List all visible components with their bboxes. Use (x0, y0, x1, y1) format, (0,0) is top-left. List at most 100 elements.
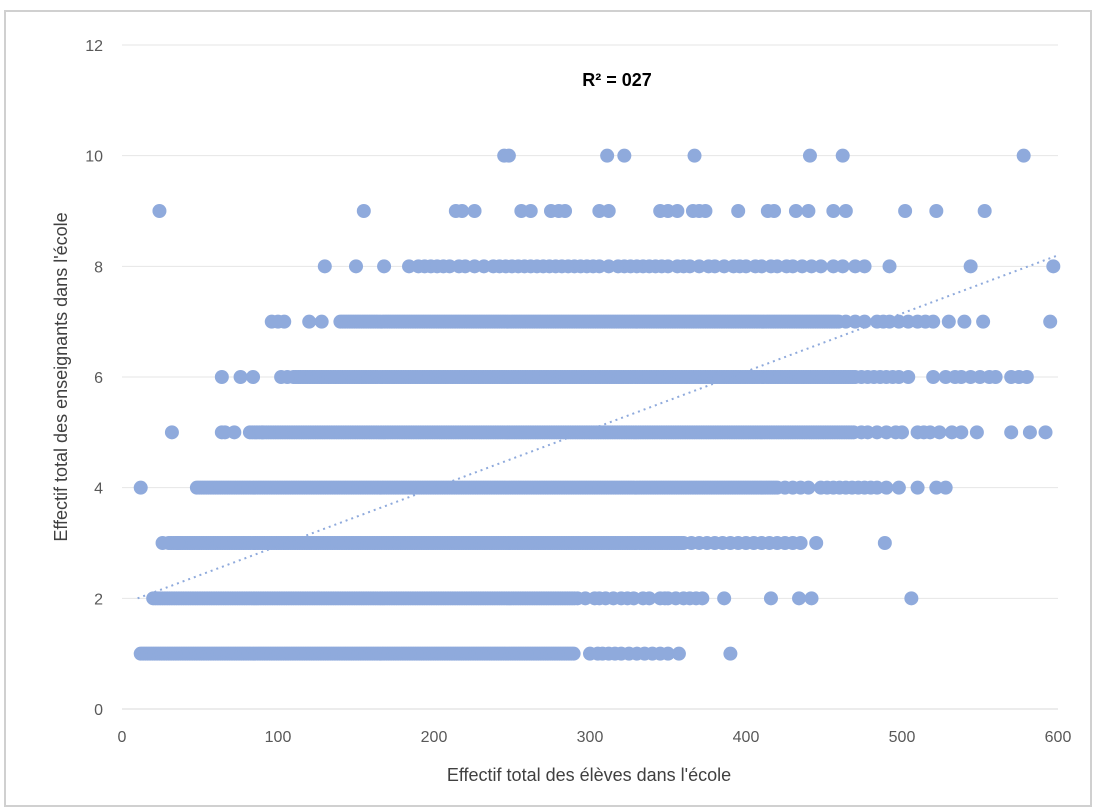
data-point (932, 425, 947, 440)
chart-frame (4, 10, 1092, 807)
data-point (642, 591, 657, 606)
data-point (835, 259, 850, 274)
data-point (1004, 425, 1019, 440)
data-point (600, 148, 615, 163)
data-point (671, 646, 686, 661)
x-tick-label: 200 (421, 729, 448, 746)
data-point (349, 259, 363, 274)
y-tick-labels: 0 2 4 6 8 10 12 (85, 38, 103, 719)
x-tick-labels: 0 100 200 300 400 500 600 (118, 729, 1072, 746)
data-point (977, 204, 992, 218)
data-point (695, 591, 710, 606)
data-point (904, 591, 919, 606)
data-point (687, 148, 702, 163)
data-point (895, 425, 909, 440)
data-point (793, 536, 808, 550)
r-squared-annotation: R² = 027 (582, 70, 652, 90)
data-point (901, 370, 916, 384)
data-point (809, 536, 824, 550)
data-point (838, 204, 853, 218)
data-point (1038, 425, 1053, 440)
data-point (255, 425, 270, 440)
data-point (227, 425, 242, 440)
data-point (898, 204, 913, 218)
data-point (233, 370, 248, 384)
data-point (171, 536, 186, 550)
data-point (801, 480, 816, 495)
data-point (957, 314, 972, 329)
data-point (969, 425, 984, 440)
x-tick-label: 0 (118, 729, 127, 746)
data-point (280, 370, 295, 384)
data-point (804, 591, 819, 606)
data-point (938, 480, 953, 495)
y-tick-label: 10 (85, 149, 103, 166)
data-point (988, 370, 1003, 384)
data-point (523, 204, 538, 218)
data-point (763, 591, 778, 606)
data-point (976, 314, 991, 329)
data-point (802, 148, 817, 163)
data-point (879, 480, 894, 495)
data-point (455, 204, 470, 218)
data-point (558, 204, 573, 218)
data-point (882, 259, 897, 274)
y-tick-label: 2 (94, 591, 103, 608)
y-tick-label: 4 (94, 481, 103, 498)
data-point (1022, 425, 1037, 440)
data-point (314, 314, 329, 329)
data-point (501, 148, 516, 163)
data-point (277, 314, 292, 329)
data-point (767, 204, 782, 218)
y-tick-label: 0 (94, 702, 103, 719)
data-point (246, 370, 261, 384)
data-point (164, 425, 179, 440)
data-point (661, 646, 675, 661)
data-point (670, 204, 685, 218)
data-point (214, 370, 229, 384)
data-point (302, 314, 317, 329)
data-point (926, 314, 941, 329)
x-tick-label: 600 (1045, 729, 1072, 746)
data-point (877, 536, 892, 550)
data-point (356, 204, 371, 218)
x-tick-label: 300 (577, 729, 604, 746)
x-axis-title: Effectif total des élèves dans l'école (447, 765, 731, 785)
data-point (801, 204, 816, 218)
data-point (133, 480, 148, 495)
x-tick-label: 400 (733, 729, 760, 746)
data-point (731, 204, 746, 218)
data-point (857, 314, 872, 329)
data-point (1019, 370, 1034, 384)
data-point (941, 314, 956, 329)
data-point (792, 591, 807, 606)
data-point (155, 536, 170, 550)
data-point (929, 204, 944, 218)
x-tick-label: 500 (889, 729, 916, 746)
data-point (723, 646, 738, 661)
data-point (963, 259, 978, 274)
data-point (891, 480, 906, 495)
x-tick-label: 100 (265, 729, 292, 746)
data-point (601, 204, 616, 218)
data-point (835, 148, 850, 163)
trendline (137, 254, 1059, 600)
data-point (1043, 314, 1058, 329)
data-points (133, 148, 1061, 661)
data-point (717, 591, 732, 606)
data-point (566, 646, 581, 661)
data-point (698, 204, 713, 218)
y-tick-label: 12 (85, 38, 103, 55)
data-point (377, 259, 392, 274)
data-point (467, 204, 482, 218)
data-point (1016, 148, 1031, 163)
data-point (788, 204, 803, 218)
data-point (857, 259, 872, 274)
data-point (1046, 259, 1061, 274)
data-point (826, 204, 841, 218)
y-axis-title: Effectif total des enseignants dans l'éc… (51, 212, 71, 541)
data-point (617, 148, 632, 163)
data-point (910, 480, 925, 495)
data-point (317, 259, 332, 274)
